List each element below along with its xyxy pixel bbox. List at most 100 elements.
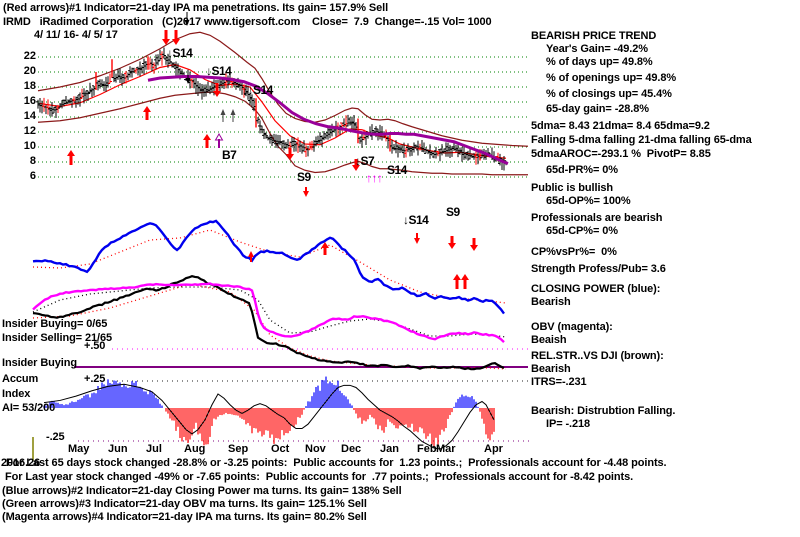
- chart-annotation: ↓S14: [403, 213, 429, 227]
- plus-50-label: +.50: [84, 340, 106, 352]
- arrow-up-icon: [453, 274, 461, 280]
- chart-annotation: S9: [446, 205, 460, 219]
- insider-buying-count: Insider Buying= 0/65: [2, 318, 108, 330]
- arrow-up-icon: [67, 150, 75, 156]
- analysis-line: CLOSING POWER (blue):: [531, 283, 661, 295]
- month-label: Jan: [380, 443, 399, 455]
- chart-annotation: ↑↑↑: [366, 171, 383, 185]
- chart-annotation: ↓S14: [206, 64, 232, 78]
- ticker-header: IRMD iRadimed Corporation (C)2017 www.ti…: [3, 16, 492, 28]
- price-bands: [37, 31, 529, 176]
- footer-line: For Last year stock changed -49% or -7.6…: [2, 471, 634, 483]
- closing-power-line: [32, 219, 505, 315]
- analysis-line: BEARISH PRICE TREND: [531, 30, 657, 42]
- accum-label: Accum: [2, 373, 39, 385]
- plus-25-label: +.25: [84, 373, 106, 385]
- analysis-line: Bearish: Distrubtion Falling.: [531, 405, 676, 417]
- arrow-down-icon: [185, 78, 191, 84]
- price-axis-tick: 22: [23, 50, 36, 62]
- analysis-line: % of days up= 49.8%: [546, 56, 653, 68]
- price-axis-tick: 14: [23, 110, 36, 122]
- analysis-line: Beaish: [531, 334, 567, 346]
- month-label: Jun: [108, 443, 128, 455]
- indicator1-header: (Red arrows)#1 Indicator=21-day IPA ma p…: [3, 2, 389, 14]
- chart-annotation: ↓S7: [355, 154, 375, 168]
- year-label: 2016.26: [1, 457, 41, 469]
- footer-line: (Green arrows)#3 Indicator=21-day OBV ma…: [2, 498, 367, 510]
- ma65-line: [147, 75, 509, 165]
- footer-line: (Blue arrows)#2 Indicator=21-day Closing…: [2, 485, 402, 497]
- analysis-line: Year's Gain= -49.2%: [546, 43, 648, 55]
- insider-buying-line-label: Insider Buying: [2, 357, 77, 369]
- rel-str-line: [32, 275, 505, 371]
- arrow-down-icon: [184, 20, 190, 26]
- arrow-up-icon: [203, 134, 211, 140]
- arrow-up-icon: [220, 109, 226, 115]
- month-label: May: [68, 443, 90, 455]
- analysis-line: 65-day gain= -28.8%: [546, 103, 649, 115]
- arrow-up-icon: [230, 109, 236, 115]
- analysis-line: Bearish: [531, 296, 571, 308]
- analysis-line: Public is bullish: [531, 182, 614, 194]
- month-label: Aug: [184, 443, 206, 455]
- analysis-line: Professionals are bearish: [531, 212, 663, 224]
- analysis-line: Bearish: [531, 363, 571, 375]
- analysis-line: 65d-CP%= 0%: [546, 225, 618, 237]
- analysis-line: Strength Profess/Pub= 3.6: [531, 263, 666, 275]
- arrow-up-icon: [321, 242, 329, 248]
- analysis-line: OBV (magenta):: [531, 321, 613, 333]
- footer-line: (Magenta arrows)#4 Indicator=21-day IPA …: [2, 511, 367, 523]
- chart-annotation: ↓S14: [167, 46, 193, 60]
- arrow-down-icon: [213, 91, 221, 97]
- arrow-down-icon: [448, 243, 456, 249]
- arrow-down-icon: [470, 245, 478, 251]
- indicator-lines: [32, 219, 507, 371]
- ai-ma-line: [43, 383, 495, 450]
- arrow-down-icon: [162, 39, 170, 45]
- month-label: Nov: [305, 443, 326, 455]
- footer-line: For Last 65 days stock changed -28.8% or…: [6, 457, 667, 469]
- date-range-label: 4/ 11/ 16- 4/ 5/ 17: [34, 29, 118, 41]
- arrow-down-icon: [303, 191, 309, 197]
- upper-band-line: [37, 31, 529, 147]
- analysis-line: % of closings up= 45.4%: [546, 88, 672, 100]
- price-axis-tick: 12: [23, 125, 36, 137]
- arrow-up-icon: [461, 274, 469, 280]
- index-label: Index: [2, 388, 31, 400]
- month-label: Sep: [228, 443, 249, 455]
- price-axis-tick: 10: [23, 140, 36, 152]
- arrow-up-icon: [143, 106, 151, 112]
- chart-annotation: B7: [222, 148, 237, 162]
- analysis-line: 5dma= 8.43 21dma= 8.4 65dma=9.2: [531, 120, 710, 132]
- analysis-line: CP%vsPr%= 0%: [531, 246, 617, 258]
- month-label: Feb: [417, 443, 437, 455]
- arrow-down-icon: [352, 165, 360, 171]
- arrow-down-icon: [414, 238, 420, 244]
- analysis-line: 5dmaAROC=-293.1 % PivotP= 8.85: [531, 148, 711, 160]
- price-axis-tick: 18: [23, 80, 36, 92]
- month-label: Apr: [484, 443, 503, 455]
- insider-selling-count: Insider Selling= 21/65: [2, 332, 112, 344]
- analysis-line: ITRS=-.231: [531, 376, 587, 388]
- analysis-line: IP= -.218: [546, 418, 591, 430]
- chart-annotation: S14: [387, 163, 407, 177]
- chart-annotation: ↓↓S14: [242, 83, 273, 97]
- price-axis-tick: 8: [29, 155, 36, 167]
- price-axis-tick: 6: [29, 170, 36, 182]
- analysis-line: Falling 5-dma falling 21-dma falling 65-…: [531, 134, 752, 146]
- arrow-down-icon: [286, 154, 294, 160]
- analysis-line: 65d-OP%= 100%: [546, 195, 631, 207]
- arrow-down-icon: [172, 39, 180, 45]
- cp-ma-dotted: [32, 229, 507, 304]
- month-label: Jul: [146, 443, 162, 455]
- month-label: Oct: [271, 443, 290, 455]
- obv-line: [32, 282, 505, 343]
- analysis-line: REL.STR..VS DJI (brown):: [531, 350, 664, 362]
- price-axis-tick: 20: [23, 65, 36, 77]
- arrow-up-icon: [248, 251, 254, 257]
- ma65: [147, 75, 509, 165]
- ai-value-label: AI= 53/200: [2, 402, 56, 414]
- minus-25-label: -.25: [46, 431, 65, 443]
